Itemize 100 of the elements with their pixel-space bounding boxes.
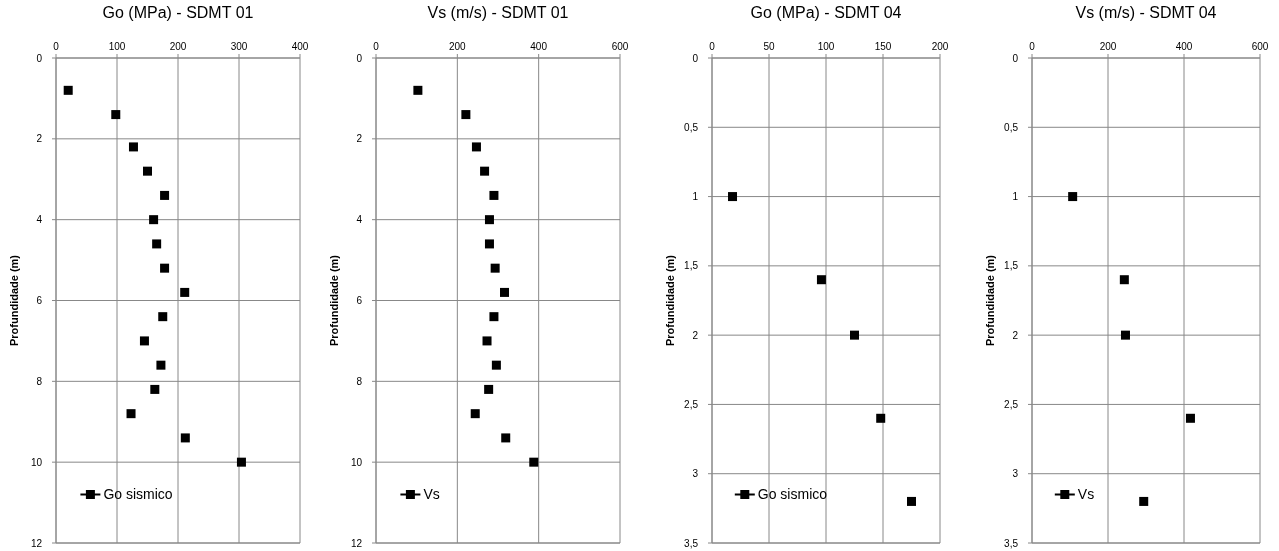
point	[128, 142, 138, 152]
point	[236, 457, 246, 467]
y-tick-label: 2	[36, 133, 43, 145]
y-tick-label: 2	[356, 133, 363, 145]
y-tick-label: 8	[36, 375, 43, 387]
point	[1139, 496, 1149, 506]
y-tick-label: 2,5	[1004, 398, 1019, 410]
y-tick-label: 3	[1012, 468, 1019, 480]
y-tick-label: 1	[692, 191, 699, 203]
y-tick-label: 6	[36, 295, 43, 306]
legend-label: Go sismico	[103, 486, 173, 503]
point	[500, 287, 510, 297]
point	[471, 142, 481, 152]
y-tick-label: 4	[356, 214, 363, 226]
point	[1185, 413, 1195, 423]
point	[180, 433, 190, 443]
x-tick-label: 200	[169, 41, 187, 52]
point	[156, 360, 166, 370]
x-tick-label: 400	[1175, 41, 1193, 52]
y-tick-label: 0,5	[684, 121, 699, 133]
y-tick-label: 0	[692, 52, 699, 64]
y-tick-label: 6	[356, 295, 363, 306]
point	[816, 275, 826, 285]
point	[728, 192, 738, 202]
x-tick-label: 600	[1251, 41, 1269, 52]
x-tick-label: 100	[108, 41, 126, 52]
y-tick-label: 12	[30, 537, 43, 549]
point	[490, 263, 500, 273]
point	[482, 336, 492, 346]
y-tick-label: 10	[30, 456, 43, 468]
point	[484, 215, 494, 225]
y-tick-label: 1,5	[684, 260, 699, 272]
x-tick-label: 0	[1029, 41, 1036, 52]
x-tick-label: 50	[763, 41, 775, 52]
y-tick-label: 3	[692, 468, 699, 480]
x-tick-label: 0	[373, 41, 380, 52]
legend-label: Vs	[1077, 486, 1095, 503]
x-tick-label: 600	[611, 41, 629, 52]
point	[180, 287, 190, 297]
x-tick-label: 200	[931, 41, 949, 52]
y-tick-label: 3,5	[1004, 537, 1019, 549]
y-tick-label: 2	[1012, 329, 1019, 341]
y-tick-label: 8	[356, 375, 363, 387]
chart-title: Go (MPa) - SDMT 04	[750, 4, 902, 21]
chart-title: Vs (m/s) - SDMT 04	[1075, 4, 1217, 21]
y-axis-title: Profundidade (m)	[984, 254, 996, 347]
point	[529, 457, 539, 467]
point	[489, 312, 499, 322]
y-axis-title: Profundidade (m)	[8, 254, 20, 347]
point	[160, 263, 170, 273]
legend-label: Go sismico	[757, 486, 828, 503]
point	[143, 166, 152, 176]
chart-title: Vs (m/s) - SDMT 01	[427, 4, 569, 21]
y-axis-title: Profundidade (m)	[664, 254, 676, 347]
point	[876, 413, 886, 423]
point	[63, 85, 73, 95]
x-tick-label: 0	[53, 41, 60, 52]
point	[470, 409, 480, 419]
point	[491, 360, 501, 370]
point	[484, 384, 494, 394]
legend-label: Vs	[423, 486, 440, 503]
point	[480, 166, 490, 176]
chart-title: Go (MPa) - SDMT 01	[102, 4, 254, 21]
point	[1120, 330, 1130, 340]
y-tick-label: 1,5	[1004, 260, 1019, 272]
y-tick-label: 10	[350, 456, 363, 468]
x-tick-label: 200	[448, 41, 467, 52]
point	[158, 312, 168, 322]
y-tick-label: 1	[1012, 191, 1019, 203]
point	[907, 496, 916, 506]
point	[484, 239, 494, 249]
y-tick-label: 2,5	[684, 398, 699, 410]
x-tick-label: 100	[817, 41, 835, 52]
y-tick-label: 0	[36, 52, 43, 64]
point	[149, 215, 159, 225]
point	[489, 190, 499, 200]
y-tick-label: 3,5	[684, 537, 699, 549]
x-tick-label: 400	[530, 41, 548, 52]
point	[850, 330, 859, 340]
y-axis-title: Profundidade (m)	[328, 254, 340, 347]
y-tick-label: 0	[356, 52, 363, 64]
y-tick-label: 0	[1012, 52, 1019, 64]
y-tick-label: 2	[692, 329, 699, 341]
point	[461, 110, 471, 120]
point	[150, 384, 160, 394]
y-tick-label: 4	[36, 214, 43, 226]
point	[1068, 192, 1078, 202]
x-tick-label: 150	[874, 41, 892, 52]
x-tick-label: 200	[1099, 41, 1117, 52]
point	[139, 336, 149, 346]
y-tick-label: 0,5	[1004, 121, 1019, 133]
point	[111, 110, 121, 120]
x-tick-label: 0	[709, 41, 716, 52]
x-tick-label: 300	[230, 41, 248, 52]
x-tick-label: 400	[291, 41, 309, 52]
point	[501, 433, 511, 443]
point	[413, 85, 423, 95]
y-tick-label: 12	[350, 537, 363, 549]
point	[160, 190, 170, 200]
point	[126, 409, 136, 419]
